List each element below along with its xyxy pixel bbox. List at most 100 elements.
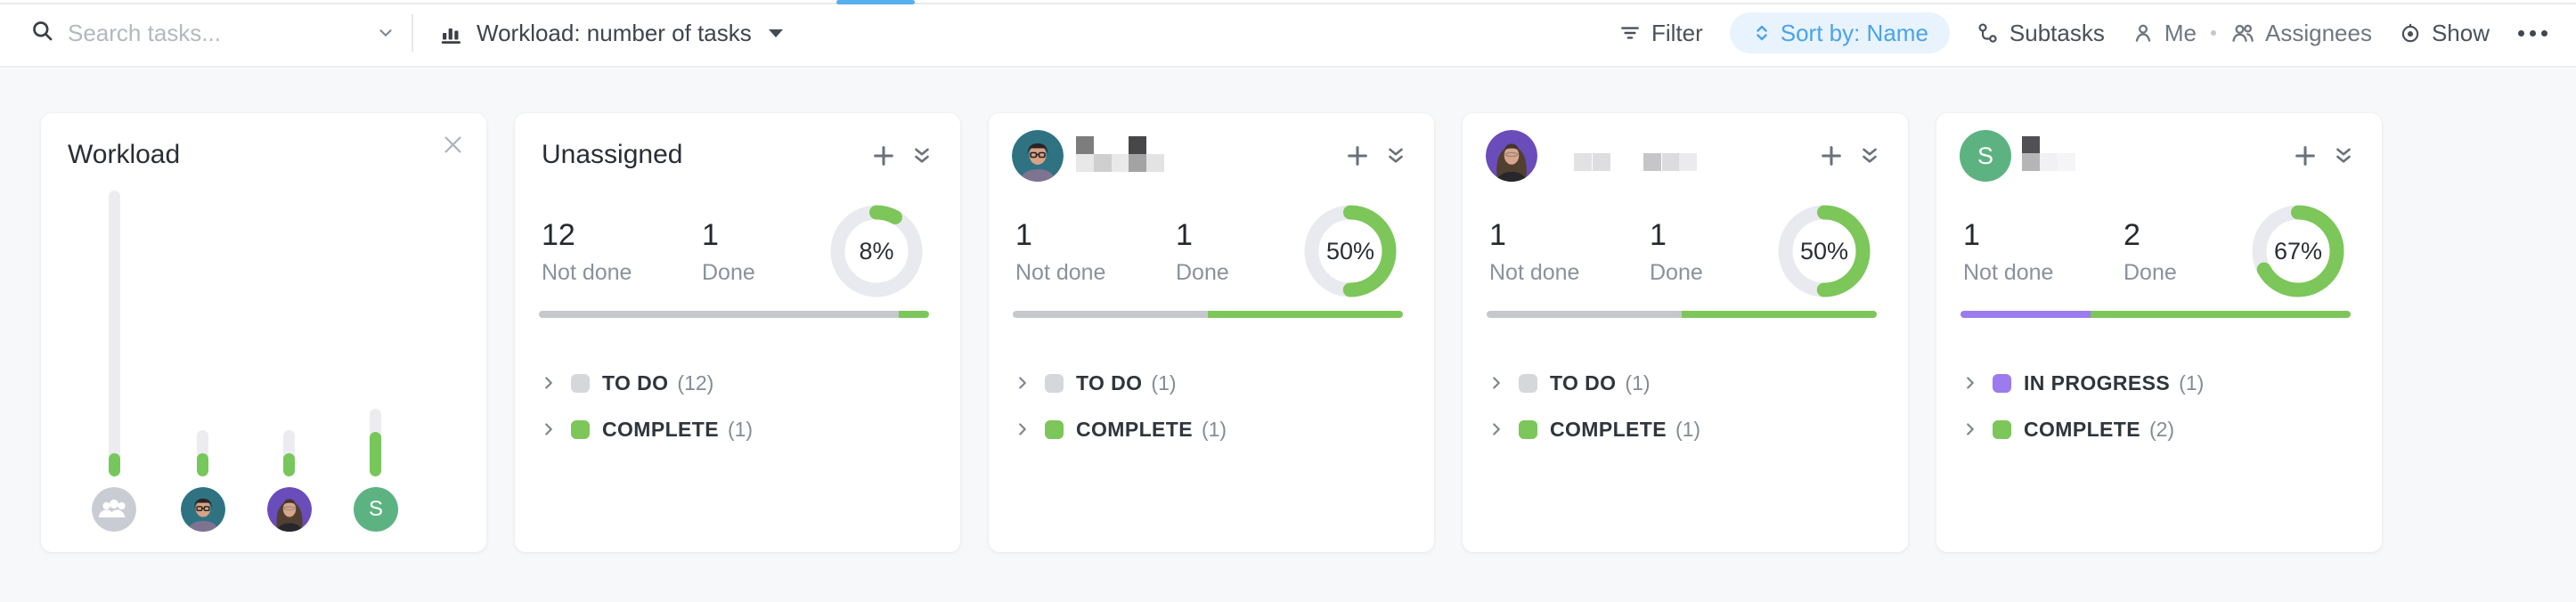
close-icon[interactable]: [441, 133, 465, 157]
collapse-icon[interactable]: [1384, 145, 1407, 168]
group-count: (12): [677, 370, 714, 395]
status-swatch-complete: [1519, 419, 1537, 439]
workload-chart-card: Workload: [41, 113, 486, 552]
group-row-todo[interactable]: TO DO (1): [1487, 370, 1651, 396]
avatar-user3: S: [354, 487, 398, 532]
chevron-right-icon: [545, 377, 552, 389]
active-tab-indicator: [836, 0, 915, 4]
status-swatch-inprogress: [1993, 373, 2011, 393]
me-label: Me: [2164, 19, 2197, 46]
status-progress-bar: [1961, 311, 2351, 318]
subtasks-label: Subtasks: [2009, 19, 2105, 46]
people-icon: [2230, 20, 2255, 45]
dot-separator: [2210, 30, 2216, 36]
chevron-right-icon: [1967, 423, 1974, 435]
collapse-icon[interactable]: [2332, 145, 2355, 168]
group-row-inprogress[interactable]: IN PROGRESS (1): [1961, 370, 2204, 396]
search-icon: [30, 19, 54, 47]
more-options-button[interactable]: [2516, 25, 2549, 42]
chevron-right-icon: [1493, 377, 1500, 389]
chevron-right-icon: [1967, 377, 1974, 389]
workload-bar-user2: [283, 430, 295, 476]
card-title: Workload: [68, 140, 181, 169]
done-stat: 1 Done: [1176, 218, 1229, 285]
group-label: COMPLETE: [602, 417, 719, 441]
avatar-unassigned-group: [92, 487, 136, 532]
group-label: COMPLETE: [2024, 417, 2140, 441]
collapse-icon[interactable]: [1858, 145, 1881, 168]
add-task-button[interactable]: [1345, 143, 1370, 168]
group-row-complete[interactable]: COMPLETE (1): [1013, 416, 1227, 443]
column-card-user2: 1 Not done 1 Done 50% TO DO (1) COMPLETE…: [1463, 113, 1908, 552]
add-task-button[interactable]: [2293, 143, 2318, 168]
search-input[interactable]: Search tasks...: [30, 19, 395, 47]
redacted-name: [1076, 136, 1174, 172]
status-swatch-todo: [1045, 373, 1064, 393]
search-placeholder: Search tasks...: [68, 19, 221, 46]
group-count: (1): [1675, 417, 1701, 441]
collapse-icon[interactable]: [910, 145, 933, 168]
subtasks-button[interactable]: Subtasks: [1977, 20, 2105, 47]
show-button[interactable]: Show: [2399, 20, 2490, 47]
me-button[interactable]: Me: [2132, 20, 2197, 47]
progress-percent: 50%: [1325, 237, 1375, 264]
group-label: COMPLETE: [1550, 417, 1667, 441]
show-label: Show: [2431, 19, 2490, 46]
status-swatch-complete: [1993, 419, 2011, 439]
progress-ring: 67%: [2252, 205, 2344, 297]
chevron-right-icon: [545, 423, 552, 435]
bar-chart-icon: [438, 20, 465, 46]
toolbar: Search tasks... Workload:: [0, 0, 2576, 68]
workload-bar-user1: [197, 430, 208, 476]
assignees-label: Assignees: [2264, 19, 2372, 46]
avatar-user3: S: [1960, 130, 2011, 182]
caret-down-icon: [768, 28, 783, 37]
group-row-todo[interactable]: TO DO (12): [539, 370, 713, 396]
add-task-button[interactable]: [871, 143, 896, 168]
group-label: IN PROGRESS: [2024, 370, 2171, 395]
filter-button[interactable]: Filter: [1618, 20, 1703, 47]
status-swatch-complete: [571, 419, 590, 439]
group-count: (1): [1151, 370, 1177, 395]
group-count: (1): [1201, 417, 1227, 441]
not-done-stat: 1 Not done: [1963, 218, 2054, 285]
group-label: TO DO: [1550, 370, 1617, 395]
group-count: (1): [2179, 370, 2205, 395]
done-stat: 1 Done: [702, 218, 755, 285]
column-card-unassigned: Unassigned 12 Not done 1 Done 8% TO DO: [515, 113, 960, 552]
group-label: COMPLETE: [1076, 417, 1193, 441]
filter-icon: [1618, 21, 1642, 45]
done-stat: 1 Done: [1650, 218, 1703, 285]
subtasks-icon: [1977, 21, 2000, 45]
sort-icon: [1751, 22, 1773, 44]
redacted-name: [1574, 153, 1699, 171]
group-row-todo[interactable]: TO DO (1): [1013, 370, 1177, 396]
sort-label: Sort by: Name: [1780, 19, 1928, 46]
filter-label: Filter: [1651, 19, 1703, 46]
status-swatch-todo: [571, 373, 590, 393]
not-done-stat: 1 Not done: [1015, 218, 1106, 285]
chevron-down-icon[interactable]: [376, 23, 395, 43]
person-icon: [2132, 21, 2155, 45]
workload-bar-unassigned: [109, 190, 120, 476]
avatar-user1: [181, 487, 225, 532]
not-done-stat: 12 Not done: [542, 218, 632, 285]
group-row-complete[interactable]: COMPLETE (2): [1961, 416, 2174, 443]
not-done-stat: 1 Not done: [1489, 218, 1580, 285]
column-card-user1: 1 Not done 1 Done 50% TO DO (1) COMPLETE…: [989, 113, 1434, 552]
column-card-user3: S 1 Not done 2 Done 67%: [1936, 113, 2382, 552]
workload-bar-user3: [370, 408, 381, 476]
view-selector[interactable]: Workload: number of tasks: [438, 20, 783, 47]
status-progress-bar: [1487, 311, 1877, 318]
add-task-button[interactable]: [1819, 143, 1844, 168]
group-row-complete[interactable]: COMPLETE (1): [1487, 416, 1700, 443]
group-row-complete[interactable]: COMPLETE (1): [539, 416, 753, 443]
avatar-user2: [267, 487, 312, 532]
sort-button[interactable]: Sort by: Name: [1729, 12, 1950, 53]
redacted-name: [2022, 136, 2093, 172]
assignees-button[interactable]: Assignees: [2230, 20, 2372, 47]
status-progress-bar: [1013, 311, 1403, 318]
avatar-user2: [1486, 130, 1537, 182]
progress-percent: 67%: [2273, 237, 2323, 264]
